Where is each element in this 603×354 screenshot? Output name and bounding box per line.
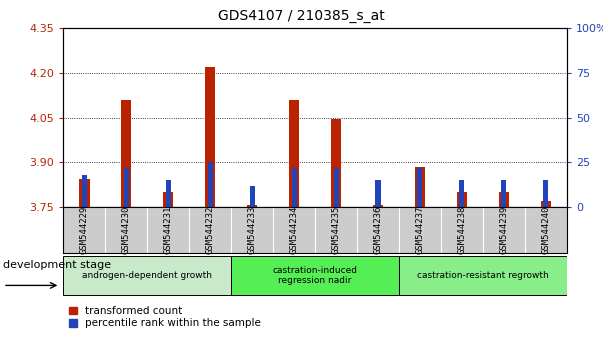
Bar [459,180,464,207]
Bar [292,168,297,207]
Bar [247,205,257,207]
Bar [541,200,551,207]
Text: GSM544229: GSM544229 [80,206,89,254]
Text: GSM544240: GSM544240 [541,206,551,254]
Bar [399,256,567,295]
Bar [331,119,341,207]
Bar [250,185,254,207]
Bar [289,100,299,207]
Bar [82,175,87,207]
Bar [166,180,171,207]
Text: GSM544238: GSM544238 [458,206,467,254]
Text: GDS4107 / 210385_s_at: GDS4107 / 210385_s_at [218,9,385,23]
Bar [417,168,423,207]
Bar [543,180,548,207]
Legend: transformed count, percentile rank within the sample: transformed count, percentile rank withi… [69,306,261,328]
Text: castration-induced
regression nadir: castration-induced regression nadir [273,266,358,285]
Text: androgen-dependent growth: androgen-dependent growth [82,271,212,280]
Bar [163,192,174,207]
Text: GSM544235: GSM544235 [332,206,341,254]
Bar [231,256,399,295]
Bar [373,205,384,207]
Text: GSM544239: GSM544239 [499,206,508,254]
Bar [456,192,467,207]
Bar [501,180,507,207]
Bar [63,256,231,295]
Bar [499,192,509,207]
Bar [124,168,129,207]
Bar [376,180,380,207]
Text: development stage: development stage [3,260,111,270]
Text: GSM544232: GSM544232 [206,206,215,254]
Bar [207,162,213,207]
Text: GSM544233: GSM544233 [248,206,257,254]
Bar [79,179,89,207]
Bar [333,168,338,207]
Text: GSM544230: GSM544230 [122,206,131,254]
Text: GSM544236: GSM544236 [373,206,382,254]
Bar [205,67,215,207]
Text: GSM544231: GSM544231 [163,206,172,254]
Bar [121,100,131,207]
Bar [415,167,425,207]
Text: GSM544234: GSM544234 [289,206,298,254]
Text: GSM544237: GSM544237 [415,206,425,254]
Text: castration-resistant regrowth: castration-resistant regrowth [417,271,549,280]
